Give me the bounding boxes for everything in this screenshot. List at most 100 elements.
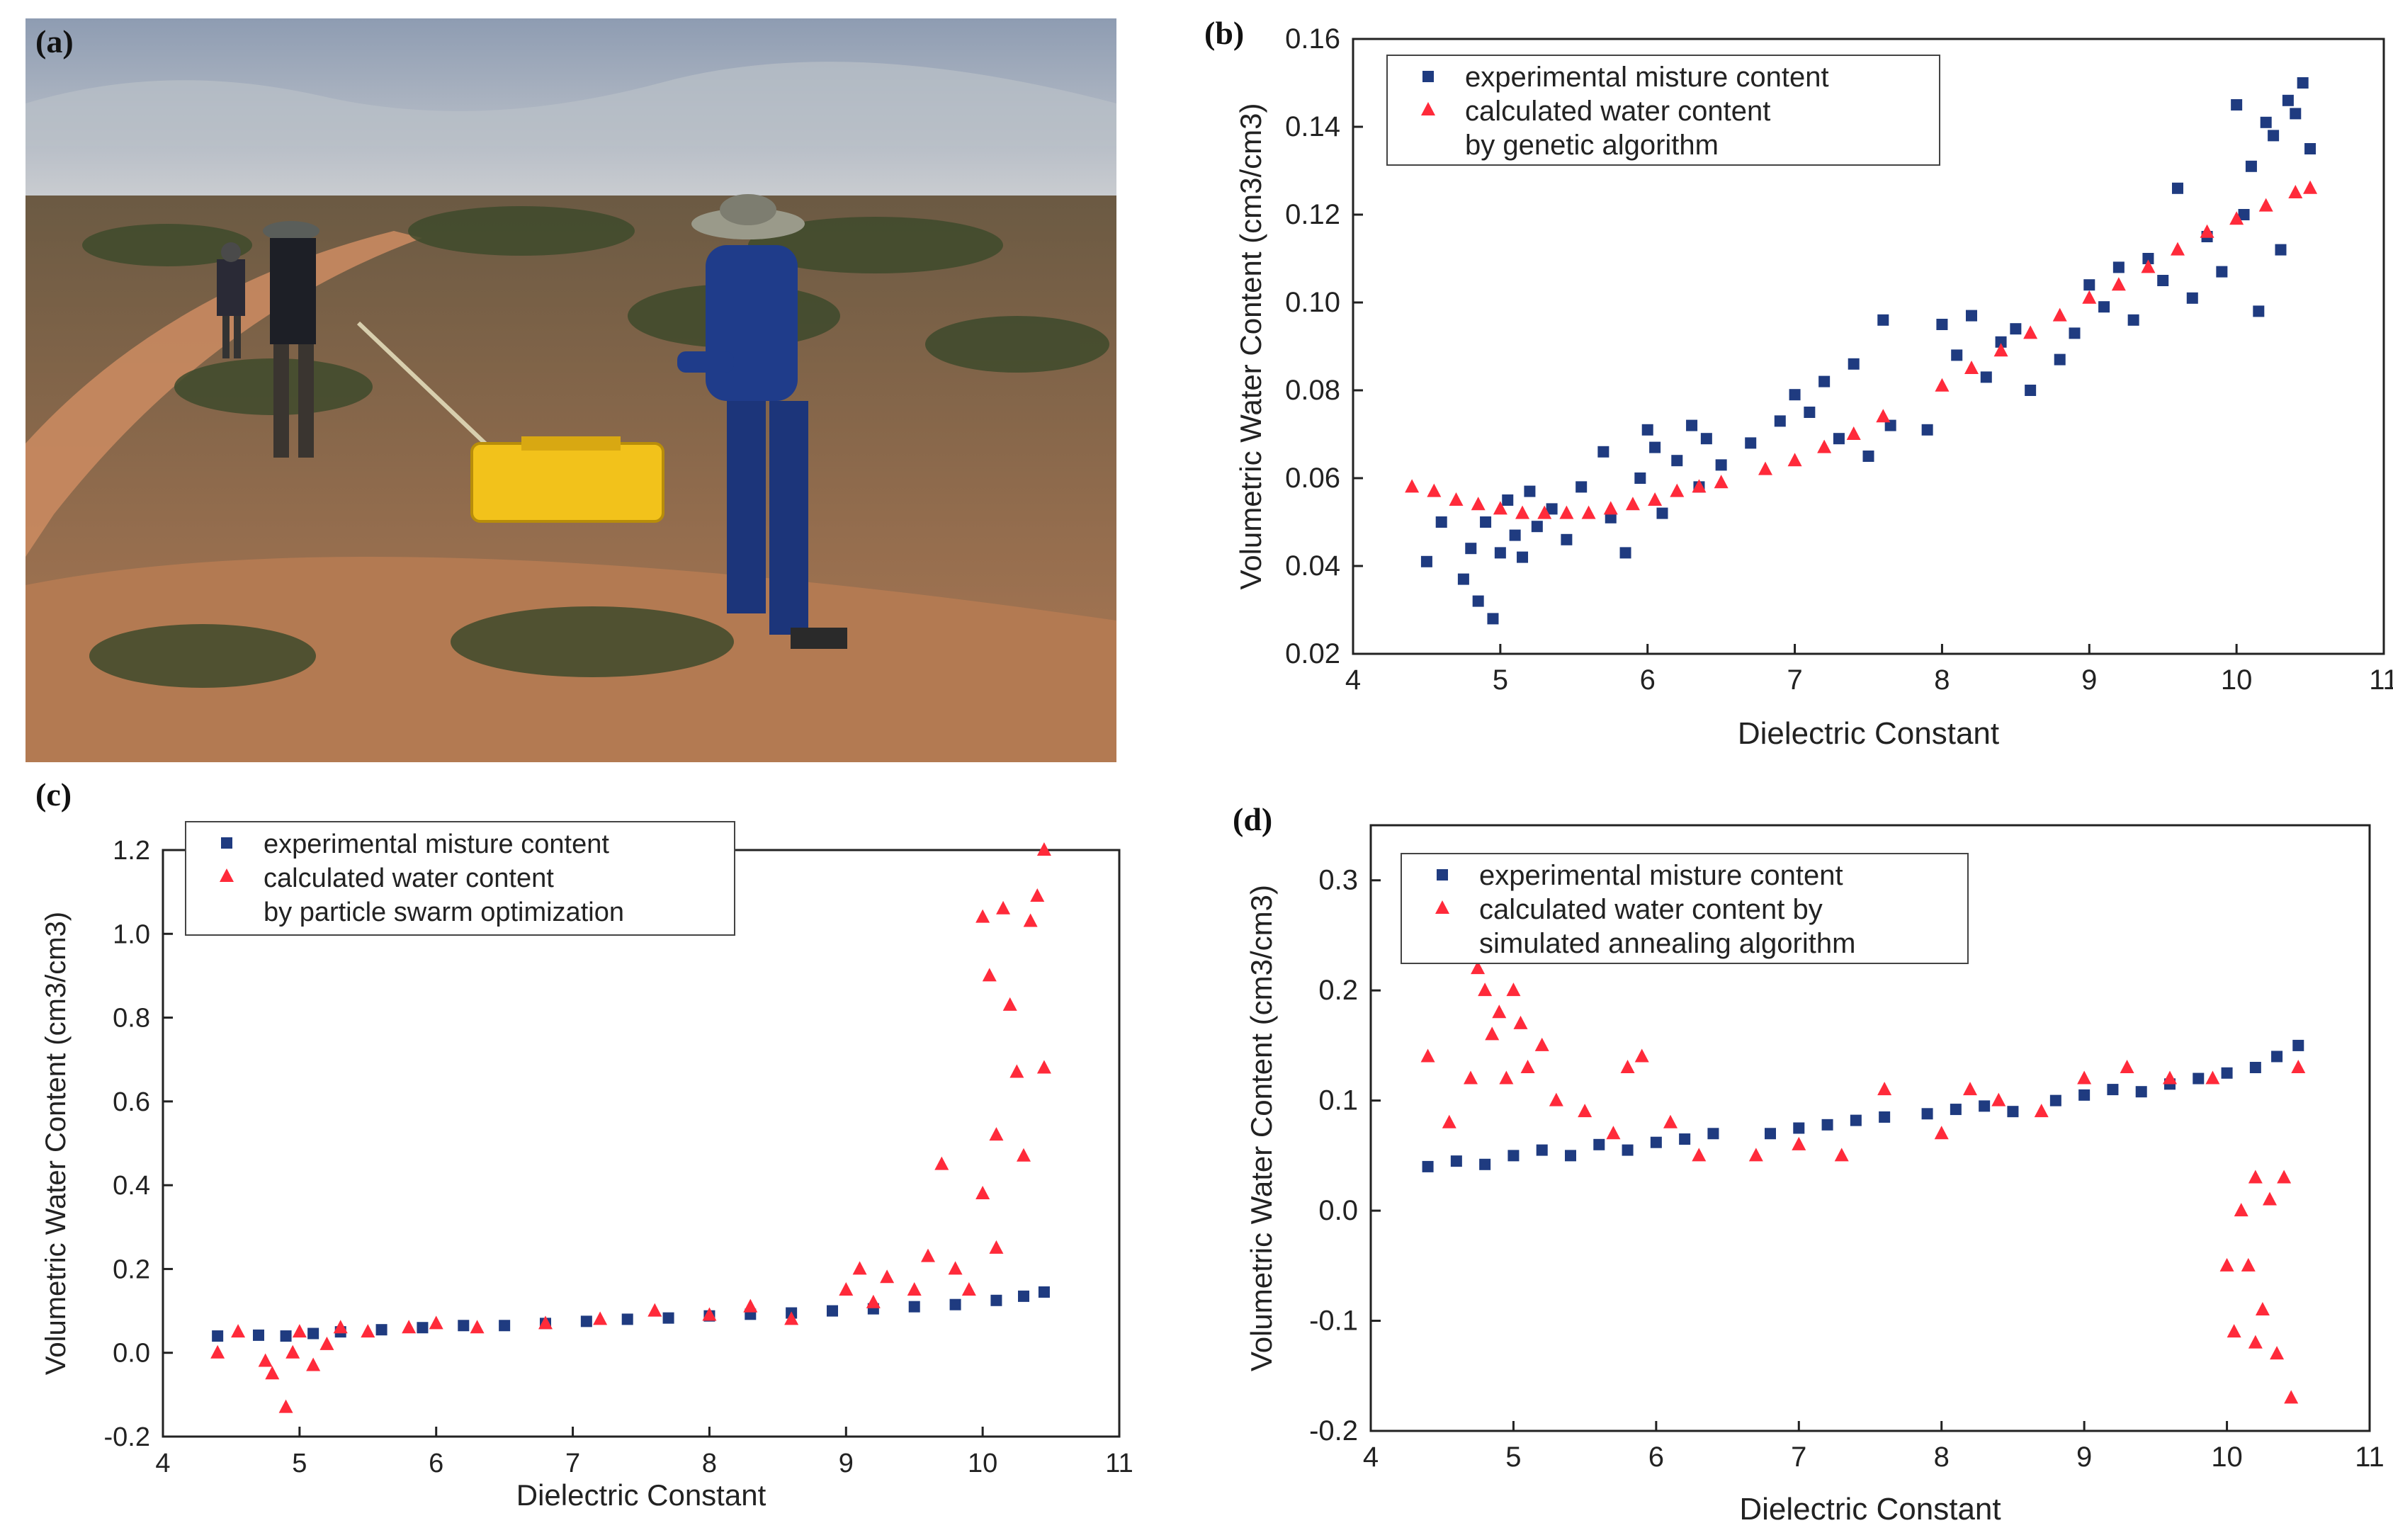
x-tick-label: 4 bbox=[1345, 664, 1361, 696]
experimental-point bbox=[2025, 385, 2037, 396]
experimental-point bbox=[1715, 459, 1727, 471]
experimental-series bbox=[1420, 77, 2316, 625]
calculated-point bbox=[1792, 1136, 1806, 1150]
calculated-point bbox=[1876, 409, 1891, 423]
calculated-point bbox=[1499, 1070, 1514, 1085]
x-axis-label: Dielectric Constant bbox=[1739, 1492, 2001, 1527]
y-tick-label: 0.08 bbox=[1285, 375, 1340, 406]
experimental-point bbox=[1634, 472, 1646, 484]
experimental-point bbox=[2007, 1106, 2019, 1118]
experimental-series bbox=[212, 1286, 1050, 1342]
experimental-point bbox=[2186, 292, 2198, 304]
x-axis-label: Dielectric Constant bbox=[516, 1478, 766, 1512]
calculated-point bbox=[1692, 1148, 1707, 1162]
legend-calculated-label: simulated annealing algorithm bbox=[1479, 928, 1855, 959]
legend-calculated-marker bbox=[1435, 900, 1449, 914]
experimental-point bbox=[2142, 253, 2154, 264]
calculated-point bbox=[1581, 505, 1596, 519]
calculated-point bbox=[2200, 224, 2214, 238]
experimental-point bbox=[827, 1305, 838, 1317]
experimental-point bbox=[2078, 1089, 2091, 1101]
experimental-point bbox=[1565, 1150, 1576, 1162]
plot-frame-c bbox=[162, 849, 1121, 1438]
x-tick-label: 4 bbox=[1363, 1442, 1379, 1473]
experimental-point bbox=[1833, 433, 1845, 445]
calculated-point bbox=[866, 1294, 881, 1308]
calculated-point bbox=[1036, 1060, 1051, 1074]
experimental-point bbox=[2268, 130, 2280, 142]
field-photo bbox=[26, 18, 1116, 762]
calculated-point bbox=[1834, 1148, 1849, 1162]
calculated-point bbox=[2229, 211, 2244, 225]
y-tick-label: 1.2 bbox=[113, 836, 150, 866]
y-tick-label: 0.8 bbox=[113, 1004, 150, 1034]
y-tick-label: 0.2 bbox=[1318, 975, 1358, 1006]
y-axis-label: Volumetric Water Content (cm3/cm3) bbox=[40, 912, 72, 1375]
experimental-point bbox=[1818, 375, 1831, 387]
calculated-point bbox=[1009, 1064, 1024, 1078]
chart-d: 4 5 6 7 8 9 10 11 -0.2 -0.1 0.0 0.1 0.2 0.3 Dielectric… bbox=[1245, 824, 2384, 1527]
photo-radar-box bbox=[470, 436, 664, 523]
experimental-point bbox=[2010, 323, 2022, 335]
experimental-point bbox=[1546, 503, 1558, 515]
experimental-point bbox=[662, 1312, 674, 1324]
experimental-point bbox=[1980, 371, 1992, 383]
calculated-point bbox=[1787, 453, 1802, 467]
experimental-point bbox=[1494, 547, 1506, 559]
calculated-point bbox=[333, 1320, 348, 1334]
experimental-point bbox=[1821, 1119, 1833, 1131]
calculated-point bbox=[2034, 1104, 2049, 1118]
calculated-point bbox=[975, 1185, 990, 1199]
calculated-point bbox=[1534, 1037, 1549, 1051]
y-tick-label: 0.02 bbox=[1285, 638, 1340, 669]
y-tick-label: 0.2 bbox=[113, 1255, 150, 1284]
calculated-point bbox=[784, 1311, 799, 1325]
experimental-point bbox=[1862, 451, 1874, 462]
chart-panel-c: (c) 4 5 6 7 8 9 10 11 -0.2 0.0 0.2 0.4 0.6 0.8 1.0 1.2 D… bbox=[0, 776, 1133, 1536]
x-tick-label: 6 bbox=[1648, 1442, 1664, 1473]
experimental-point bbox=[1649, 441, 1661, 453]
calculated-series bbox=[1405, 180, 2318, 519]
x-tick-label: 6 bbox=[1640, 664, 1656, 696]
calculated-series bbox=[210, 842, 1051, 1413]
y-tick-label: 0.6 bbox=[113, 1087, 150, 1117]
experimental-point bbox=[1420, 555, 1432, 567]
experimental-point bbox=[2049, 1094, 2061, 1106]
calculated-point bbox=[593, 1311, 608, 1325]
calculated-point bbox=[1520, 1060, 1535, 1073]
calculated-series bbox=[1420, 961, 2306, 1404]
legend-box-d bbox=[1401, 853, 1969, 964]
calculated-point bbox=[1405, 479, 1420, 493]
plot-frame-d bbox=[1369, 824, 2371, 1432]
calculated-point bbox=[647, 1303, 662, 1317]
x-tick-label: 9 bbox=[839, 1449, 854, 1478]
photo-person-far bbox=[217, 242, 245, 358]
photo-person-near bbox=[677, 194, 847, 649]
y-tick-label: 0.0 bbox=[113, 1339, 150, 1369]
calculated-point bbox=[1846, 426, 1861, 440]
calculated-point bbox=[1993, 343, 2008, 357]
y-tick-label: 0.12 bbox=[1285, 199, 1340, 230]
calculated-point bbox=[1963, 1082, 1977, 1096]
calculated-point bbox=[265, 1366, 280, 1380]
x-tick-label: 8 bbox=[1934, 664, 1950, 696]
experimental-point bbox=[1850, 1114, 1862, 1126]
calculated-point bbox=[921, 1248, 935, 1262]
legend-calculated-label: calculated water content bbox=[1465, 96, 1770, 127]
experimental-point bbox=[2054, 353, 2066, 366]
experimental-point bbox=[2271, 1051, 2283, 1063]
y-tick-label: 0.4 bbox=[113, 1171, 150, 1201]
x-tick-label: 11 bbox=[2369, 664, 2393, 696]
calculated-point bbox=[996, 900, 1011, 915]
calculated-point bbox=[1485, 1026, 1500, 1041]
y-tick-label: 0.0 bbox=[1318, 1195, 1358, 1226]
experimental-point bbox=[2238, 209, 2250, 220]
calculated-point bbox=[2163, 1070, 2177, 1085]
x-tick-label: 11 bbox=[2355, 1442, 2384, 1473]
experimental-point bbox=[2245, 160, 2257, 172]
calculated-point bbox=[1670, 483, 1685, 497]
experimental-point bbox=[1641, 424, 1653, 436]
experimental-point bbox=[1686, 419, 1698, 431]
legend-experimental-label: experimental misture content bbox=[1465, 62, 1829, 93]
x-tick-label: 10 bbox=[2221, 664, 2253, 696]
